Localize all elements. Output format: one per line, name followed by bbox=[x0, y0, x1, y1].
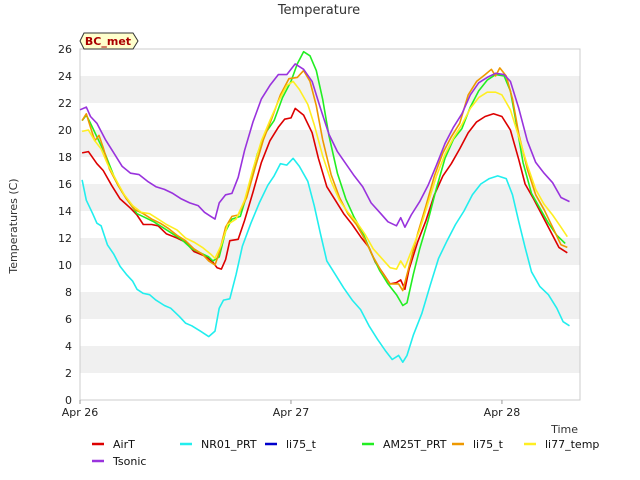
y-tick-label: 6 bbox=[65, 313, 72, 326]
series-line-li77-temp bbox=[81, 80, 568, 270]
series-line-am25t-prt bbox=[81, 50, 566, 307]
y-tick-label: 20 bbox=[58, 124, 72, 137]
y-tick-label: 14 bbox=[58, 205, 72, 218]
series-line-airt bbox=[81, 107, 568, 291]
bc-met-tag-text: BC_met bbox=[85, 35, 131, 48]
legend: AirT NR01_PRT li75_t AM25T_PRT li75_t li77_te… bbox=[92, 438, 599, 468]
grid-band bbox=[80, 292, 580, 319]
y-tick-label: 18 bbox=[58, 151, 72, 164]
y-tick-label: 24 bbox=[58, 70, 72, 83]
y-tick-label: 4 bbox=[65, 340, 72, 353]
legend-label: li75_t bbox=[473, 438, 504, 451]
grid-band bbox=[80, 184, 580, 211]
grid-band bbox=[80, 238, 580, 265]
legend-label: AM25T_PRT bbox=[383, 438, 447, 451]
y-tick-label: 26 bbox=[58, 43, 72, 56]
x-tick-label: Apr 27 bbox=[273, 406, 310, 419]
series-line-nr01-prt bbox=[81, 157, 570, 363]
y-tick-label: 8 bbox=[65, 286, 72, 299]
legend-label: AirT bbox=[113, 438, 135, 451]
plot-border bbox=[79, 48, 581, 401]
x-tick-label: Apr 26 bbox=[62, 406, 99, 419]
x-axis-label: Time bbox=[550, 423, 578, 436]
grid-band bbox=[80, 76, 580, 103]
y-tick-label: 22 bbox=[58, 97, 72, 110]
chart-title: Temperature bbox=[277, 3, 360, 18]
series-line-li75-t bbox=[81, 67, 568, 292]
grid-band bbox=[80, 346, 580, 373]
x-axis-ticks: Apr 26 Apr 27 Apr 28 bbox=[62, 400, 520, 419]
y-tick-label: 12 bbox=[58, 232, 72, 245]
y-tick-label: 0 bbox=[65, 394, 72, 407]
y-tick-label: 2 bbox=[65, 367, 72, 380]
legend-label: li77_temp bbox=[545, 438, 599, 451]
plot-frame bbox=[79, 48, 581, 401]
y-axis-label: Temperatures (C) bbox=[7, 178, 20, 274]
legend-label: Tsonic bbox=[112, 455, 146, 468]
y-tick-label: 16 bbox=[58, 178, 72, 191]
legend-label: NR01_PRT bbox=[201, 438, 257, 451]
legend-label: li75_t bbox=[286, 438, 317, 451]
series-line-tsonic bbox=[79, 63, 570, 228]
x-tick-label: Apr 28 bbox=[484, 406, 521, 419]
y-tick-label: 10 bbox=[58, 259, 72, 272]
bc-met-tag: BC_met bbox=[79, 32, 139, 50]
series-lines bbox=[79, 50, 570, 363]
